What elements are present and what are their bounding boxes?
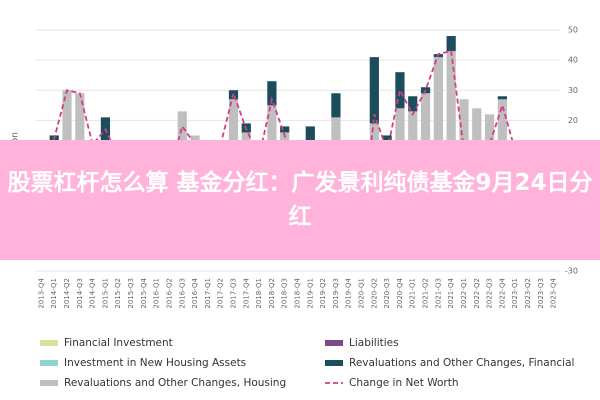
x-tick-label: 2018-Q1 (255, 278, 263, 309)
x-tick-label: 2017-Q2 (217, 278, 225, 309)
legend-label: Financial Investment (64, 337, 173, 349)
bar-segment (267, 81, 277, 106)
x-tick-label: 2019-Q2 (319, 278, 327, 309)
x-tick-label: 2021-Q2 (422, 278, 430, 309)
bar-segment (446, 51, 456, 163)
y-tick-label: 50 (568, 26, 578, 35)
bar-segment (75, 93, 85, 166)
x-tick-label: 2020-Q2 (370, 278, 378, 309)
bar-segment (459, 99, 469, 166)
x-tick-label: 2016-Q3 (178, 278, 186, 309)
x-tick-label: 2015-Q1 (101, 278, 109, 309)
x-tick-label: 2023-Q1 (511, 278, 519, 309)
x-tick-label: 2014-Q2 (63, 278, 71, 309)
x-tick-label: 2019-Q1 (306, 278, 314, 309)
y-tick-label: 20 (568, 116, 578, 125)
x-tick-label: 2022-Q4 (498, 277, 506, 308)
x-tick-label: 2019-Q4 (345, 277, 353, 308)
x-tick-label: 2017-Q4 (242, 277, 250, 308)
legend-label: Revaluations and Other Changes, Housing (64, 377, 286, 389)
bar-segment (369, 57, 379, 124)
x-tick-label: 2020-Q4 (396, 277, 404, 308)
legend-swatch (40, 360, 58, 366)
x-tick-label: 2018-Q4 (294, 277, 302, 308)
bar-segment (497, 99, 507, 166)
bar-segment (267, 105, 277, 166)
x-tick-label: 2016-Q4 (191, 277, 199, 308)
bar-segment (472, 108, 482, 169)
bar-segment (395, 108, 405, 163)
bar-segment (305, 126, 315, 151)
y-tick-label: 40 (568, 56, 578, 65)
x-tick-label: 2015-Q4 (140, 277, 148, 308)
x-tick-label: 2018-Q2 (268, 278, 276, 309)
x-tick-label: 2013-Q4 (37, 277, 45, 308)
bar-segment (280, 126, 290, 133)
bar-segment (62, 90, 72, 166)
x-tick-label: 2020-Q3 (383, 278, 391, 309)
legend-label: Liabilities (349, 337, 399, 349)
x-tick-label: 2014-Q1 (50, 278, 58, 309)
legend-swatch (325, 360, 343, 366)
legend-swatch (325, 340, 343, 346)
x-tick-label: 2014-Q4 (89, 277, 97, 308)
x-tick-label: 2021-Q3 (434, 278, 442, 309)
x-tick-label: 2022-Q3 (486, 278, 494, 309)
x-tick-label: 2018-Q3 (281, 278, 289, 309)
legend-label: Revaluations and Other Changes, Financia… (349, 357, 574, 369)
x-tick-label: 2023-Q4 (550, 277, 558, 308)
x-tick-label: 2014-Q3 (76, 278, 84, 309)
x-tick-label: 2016-Q2 (165, 278, 173, 309)
x-tick-label: 2017-Q1 (204, 278, 212, 309)
x-tick-label: 2015-Q2 (114, 278, 122, 309)
y-tick-label: -30 (565, 267, 578, 276)
legend-swatch (40, 340, 58, 346)
bar-segment (331, 93, 341, 118)
bar-segment (446, 36, 456, 52)
x-tick-label: 2020-Q1 (358, 278, 366, 309)
x-tick-label: 2022-Q1 (460, 278, 468, 309)
bar-segment (497, 96, 507, 100)
x-tick-label: 2019-Q3 (332, 278, 340, 309)
bar-segment (395, 72, 405, 109)
bar-segment (228, 99, 239, 166)
bar-segment (177, 111, 187, 166)
legend-swatch (40, 380, 58, 386)
legend-label: Investment in New Housing Assets (64, 357, 246, 369)
bar-segment (408, 96, 418, 112)
banner-text: 股票杠杆怎么算 基金分红：广发景利纯债基金9月24日分红 (7, 170, 593, 230)
bar-segment (433, 57, 443, 166)
x-tick-label: 2016-Q1 (153, 278, 161, 309)
x-tick-label: 2021-Q4 (447, 277, 455, 308)
x-tick-label: 2023-Q3 (537, 278, 545, 309)
x-tick-label: 2022-Q2 (473, 278, 481, 309)
bar-segment (420, 93, 431, 166)
legend-label: Change in Net Worth (349, 377, 459, 389)
x-tick-label: 2023-Q2 (524, 278, 532, 309)
x-tick-label: 2017-Q3 (229, 278, 237, 309)
x-tick-label: 2015-Q3 (127, 278, 135, 309)
bar-segment (408, 111, 418, 166)
bar-segment (382, 135, 392, 145)
banner: 股票杠杆怎么算 基金分红：广发景利纯债基金9月24日分红 (0, 140, 600, 260)
y-tick-label: 30 (568, 86, 578, 95)
x-tick-label: 2021-Q1 (409, 278, 417, 309)
